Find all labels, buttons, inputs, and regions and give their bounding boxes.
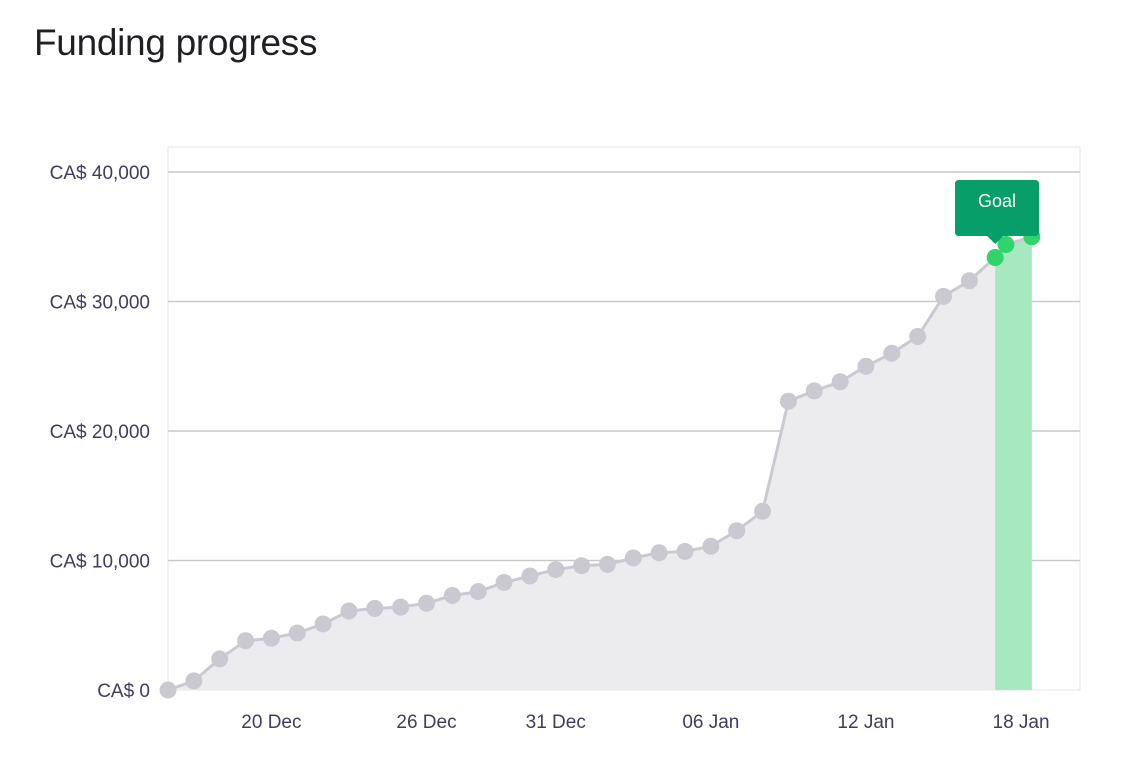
x-tick-label: 06 Jan bbox=[682, 712, 739, 733]
data-point[interactable] bbox=[547, 561, 565, 579]
data-point[interactable] bbox=[598, 555, 616, 573]
data-point[interactable] bbox=[909, 327, 927, 345]
x-axis-ticks: 20 Dec 26 Dec 31 Dec 06 Jan 12 Jan 18 Jan bbox=[241, 712, 1049, 733]
data-point[interactable] bbox=[314, 615, 332, 633]
data-point[interactable] bbox=[676, 542, 694, 560]
data-point[interactable] bbox=[211, 650, 229, 668]
x-tick-label: 18 Jan bbox=[993, 712, 1050, 733]
goal-badge[interactable]: Goal bbox=[955, 180, 1039, 244]
data-point[interactable] bbox=[883, 344, 901, 362]
data-point[interactable] bbox=[805, 382, 823, 400]
data-point[interactable] bbox=[779, 392, 797, 410]
x-tick-label: 20 Dec bbox=[241, 712, 301, 733]
data-point[interactable] bbox=[418, 594, 435, 612]
data-point[interactable] bbox=[495, 574, 513, 592]
goal-badge-shape bbox=[955, 180, 1039, 244]
data-point[interactable] bbox=[702, 537, 720, 555]
data-point[interactable] bbox=[262, 629, 280, 647]
page-title: Funding progress bbox=[34, 22, 318, 63]
goal-reached-band bbox=[995, 236, 1032, 690]
goal-data-point[interactable] bbox=[986, 248, 1004, 266]
data-point[interactable] bbox=[728, 522, 746, 540]
data-point[interactable] bbox=[831, 373, 849, 391]
data-point[interactable] bbox=[521, 567, 539, 585]
x-tick-label: 12 Jan bbox=[837, 712, 894, 733]
goal-band-layer bbox=[995, 236, 1032, 690]
data-point[interactable] bbox=[237, 632, 255, 650]
y-tick-label: CA$ 10,000 bbox=[50, 552, 150, 573]
data-point[interactable] bbox=[857, 357, 875, 375]
y-tick-label: CA$ 40,000 bbox=[50, 163, 150, 184]
data-point[interactable] bbox=[340, 602, 358, 620]
data-point[interactable] bbox=[469, 583, 487, 601]
data-point[interactable] bbox=[159, 681, 177, 699]
data-point[interactable] bbox=[185, 672, 203, 690]
data-points bbox=[159, 228, 1041, 699]
data-point[interactable] bbox=[366, 599, 384, 617]
y-tick-label: CA$ 20,000 bbox=[50, 422, 150, 443]
area-fill bbox=[168, 236, 1032, 691]
data-point[interactable] bbox=[624, 549, 642, 567]
x-tick-label: 31 Dec bbox=[526, 712, 586, 733]
goal-data-point[interactable] bbox=[997, 236, 1015, 254]
data-point[interactable] bbox=[573, 557, 591, 575]
data-point[interactable] bbox=[935, 287, 952, 305]
data-point[interactable] bbox=[754, 502, 772, 520]
x-tick-label: 26 Dec bbox=[396, 712, 456, 733]
y-tick-label: CA$ 30,000 bbox=[50, 293, 150, 314]
data-point[interactable] bbox=[650, 544, 668, 562]
goal-label: Goal bbox=[978, 191, 1016, 211]
area-layer bbox=[168, 236, 1032, 691]
data-point[interactable] bbox=[443, 586, 461, 604]
y-tick-label: CA$ 0 bbox=[97, 681, 150, 702]
data-point[interactable] bbox=[288, 624, 306, 642]
y-axis-ticks: CA$ 0 CA$ 10,000 CA$ 20,000 CA$ 30,000 CA$ 4… bbox=[50, 163, 150, 702]
data-point[interactable] bbox=[960, 272, 978, 290]
data-point[interactable] bbox=[392, 598, 410, 616]
